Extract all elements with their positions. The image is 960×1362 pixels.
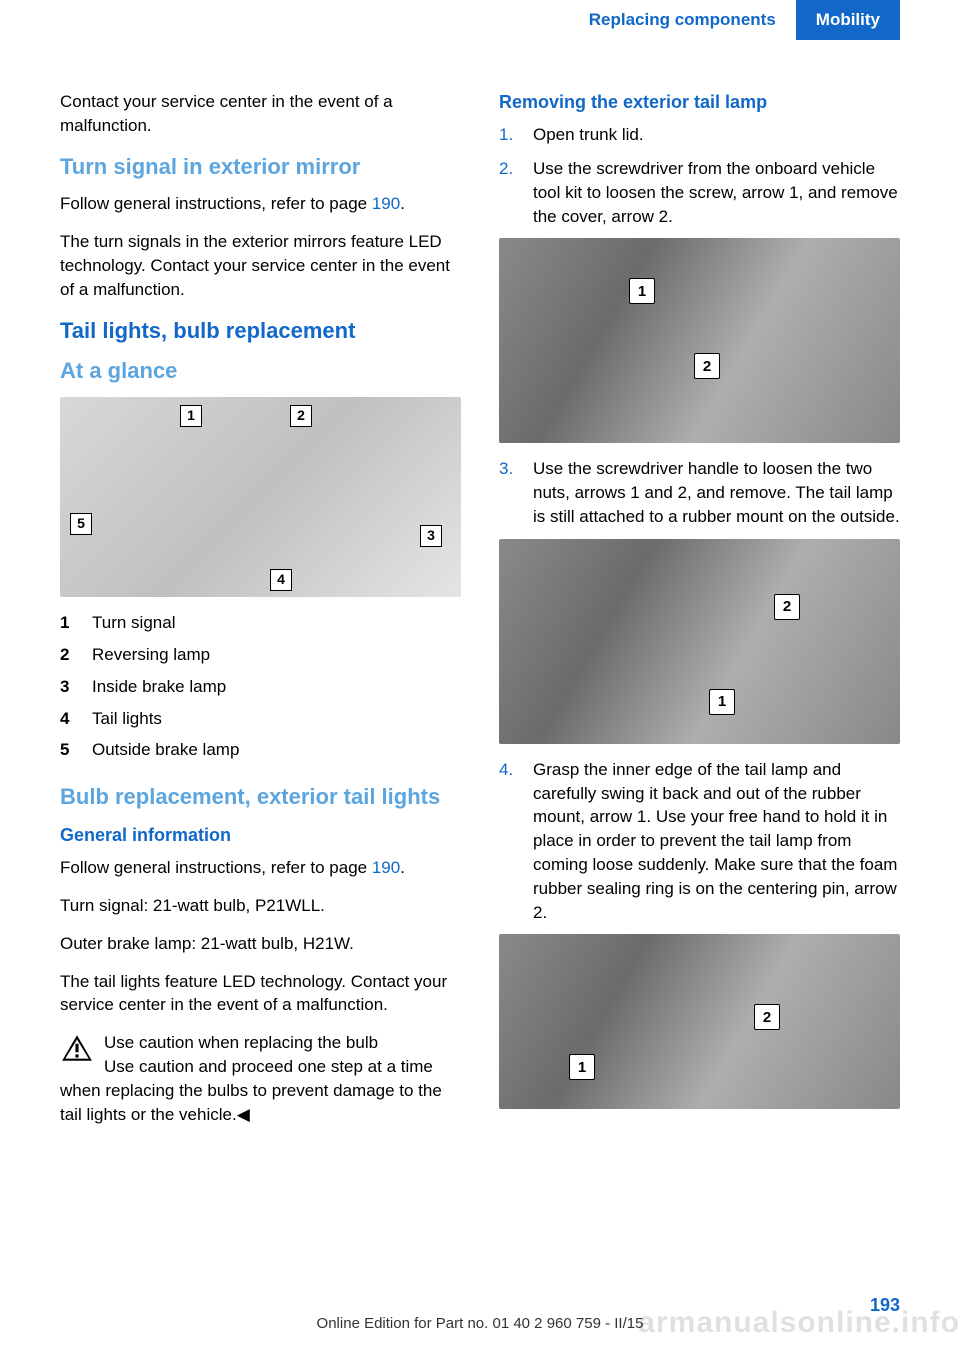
photo-tag-2: 2 bbox=[754, 1004, 780, 1030]
step-1: 1. Open trunk lid. bbox=[499, 123, 900, 147]
mirror-p1-b: . bbox=[400, 194, 405, 213]
mirror-p1: Follow general instructions, refer to pa… bbox=[60, 192, 461, 216]
diagram-callout-5: 5 bbox=[70, 513, 92, 535]
legend-label: Turn signal bbox=[92, 611, 175, 635]
mirror-p1-a: Follow general instructions, refer to pa… bbox=[60, 194, 372, 213]
left-column: Contact your service center in the event… bbox=[60, 90, 461, 1140]
photo-tag-2: 2 bbox=[774, 594, 800, 620]
diagram-callout-1: 1 bbox=[180, 405, 202, 427]
page-content: Contact your service center in the event… bbox=[0, 40, 960, 1140]
legend-num: 2 bbox=[60, 643, 76, 667]
legend-label: Reversing lamp bbox=[92, 643, 210, 667]
diagram-callout-2: 2 bbox=[290, 405, 312, 427]
glance-heading: At a glance bbox=[60, 356, 461, 387]
right-column: Removing the exterior tail lamp 1. Open … bbox=[499, 90, 900, 1140]
legend-num: 5 bbox=[60, 738, 76, 762]
legend-num: 1 bbox=[60, 611, 76, 635]
general-p2: Turn signal: 21-watt bulb, P21WLL. bbox=[60, 894, 461, 918]
general-p1-b: . bbox=[400, 858, 405, 877]
step-3: 3. Use the screwdriver handle to loosen … bbox=[499, 457, 900, 528]
step-num: 1. bbox=[499, 123, 519, 147]
edition-text: Online Edition for Part no. 01 40 2 960 … bbox=[0, 1315, 960, 1332]
legend-row: 2 Reversing lamp bbox=[60, 643, 461, 667]
step-num: 2. bbox=[499, 157, 519, 228]
general-p1: Follow general instructions, refer to pa… bbox=[60, 856, 461, 880]
diagram-callout-3: 3 bbox=[420, 525, 442, 547]
general-p4: The tail lights feature LED technology. … bbox=[60, 970, 461, 1018]
step-2: 2. Use the screwdriver from the onboard … bbox=[499, 157, 900, 228]
step-num: 4. bbox=[499, 758, 519, 925]
legend-row: 1 Turn signal bbox=[60, 611, 461, 635]
legend-label: Inside brake lamp bbox=[92, 675, 226, 699]
tail-heading: Tail lights, bulb replacement bbox=[60, 316, 461, 347]
photo-tag-1: 1 bbox=[629, 278, 655, 304]
caution-body: Use caution and proceed one step at a ti… bbox=[60, 1057, 442, 1124]
tail-light-diagram: 1 2 3 4 5 bbox=[60, 397, 461, 597]
photo-tag-1: 1 bbox=[709, 689, 735, 715]
page-header: Replacing components Mobility bbox=[0, 0, 960, 40]
remove-heading: Removing the exterior tail lamp bbox=[499, 90, 900, 115]
page-number: 193 bbox=[870, 1295, 900, 1316]
step-text: Grasp the inner edge of the tail lamp an… bbox=[533, 758, 900, 925]
diagram-callout-4: 4 bbox=[270, 569, 292, 591]
step-num: 3. bbox=[499, 457, 519, 528]
general-p3: Outer brake lamp: 21-watt bulb, H21W. bbox=[60, 932, 461, 956]
intro-paragraph: Contact your service center in the event… bbox=[60, 90, 461, 138]
diagram-legend: 1 Turn signal 2 Reversing lamp 3 Inside … bbox=[60, 611, 461, 762]
legend-num: 3 bbox=[60, 675, 76, 699]
legend-label: Tail lights bbox=[92, 707, 162, 731]
caution-block: Use caution when replacing the bulb Use … bbox=[60, 1031, 461, 1126]
bulb-heading: Bulb replacement, exterior tail lights bbox=[60, 782, 461, 813]
trunk-photo-1: 1 2 bbox=[499, 238, 900, 443]
step-text: Use the screwdriver handle to loosen the… bbox=[533, 457, 900, 528]
caution-title: Use caution when replacing the bulb bbox=[104, 1033, 378, 1052]
photo-tag-1: 1 bbox=[569, 1054, 595, 1080]
step-text: Open trunk lid. bbox=[533, 123, 644, 147]
trunk-photo-2: 2 1 bbox=[499, 539, 900, 744]
legend-row: 3 Inside brake lamp bbox=[60, 675, 461, 699]
general-heading: General information bbox=[60, 823, 461, 848]
step-text: Use the screwdriver from the onboard veh… bbox=[533, 157, 900, 228]
legend-num: 4 bbox=[60, 707, 76, 731]
mirror-p2: The turn signals in the exterior mirrors… bbox=[60, 230, 461, 301]
page-link-190-b[interactable]: 190 bbox=[372, 858, 400, 877]
trunk-photo-3: 1 2 bbox=[499, 934, 900, 1109]
legend-row: 4 Tail lights bbox=[60, 707, 461, 731]
warning-icon bbox=[60, 1033, 94, 1063]
header-chapter: Mobility bbox=[796, 0, 900, 40]
legend-row: 5 Outside brake lamp bbox=[60, 738, 461, 762]
general-p1-a: Follow general instructions, refer to pa… bbox=[60, 858, 372, 877]
header-section: Replacing components bbox=[569, 0, 796, 40]
page-link-190[interactable]: 190 bbox=[372, 194, 400, 213]
photo-tag-2: 2 bbox=[694, 353, 720, 379]
legend-label: Outside brake lamp bbox=[92, 738, 239, 762]
step-4: 4. Grasp the inner edge of the tail lamp… bbox=[499, 758, 900, 925]
mirror-heading: Turn signal in exterior mirror bbox=[60, 152, 461, 183]
